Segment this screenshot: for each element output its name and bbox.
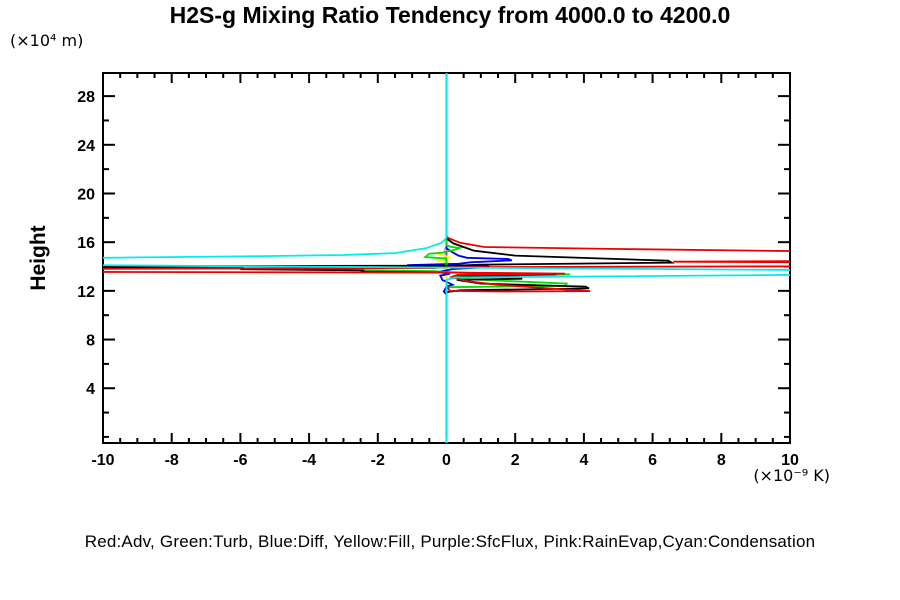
y-tick-label: 16 — [77, 235, 95, 252]
series-line-total — [103, 73, 675, 437]
x-axis-unit-label: (×10⁻⁹ K) — [753, 466, 830, 485]
y-tick-label: 20 — [77, 186, 95, 203]
chart-title: H2S-g Mixing Ratio Tendency from 4000.0 … — [169, 2, 731, 28]
x-tick-label: 8 — [717, 452, 726, 469]
x-tick-label: -6 — [233, 452, 247, 469]
series-line-adv — [103, 73, 790, 437]
y-tick-label: 12 — [77, 284, 95, 301]
x-tick-label: -2 — [371, 452, 385, 469]
y-axis-unit-label: (×10⁴ m) — [10, 31, 84, 50]
x-tick-label: -10 — [91, 452, 114, 469]
x-tick-label: -8 — [165, 452, 179, 469]
x-tick-label: 10 — [781, 452, 799, 469]
x-tick-label: 6 — [648, 452, 657, 469]
y-tick-label: 24 — [77, 138, 95, 155]
y-tick-label: 28 — [77, 89, 95, 106]
x-tick-label: 0 — [442, 452, 451, 469]
series-line-diff — [406, 73, 513, 437]
x-tick-label: 4 — [579, 452, 588, 469]
x-tick-label: -4 — [302, 452, 316, 469]
y-tick-label: 8 — [86, 333, 95, 350]
series-group — [103, 73, 790, 443]
series-line-condensation — [103, 73, 790, 443]
legend-note: Red:Adv, Green:Turb, Blue:Diff, Yellow:F… — [84, 532, 816, 551]
y-tick-label: 4 — [86, 381, 95, 398]
y-axis-title: Height — [27, 225, 50, 290]
x-tick-label: 2 — [511, 452, 520, 469]
